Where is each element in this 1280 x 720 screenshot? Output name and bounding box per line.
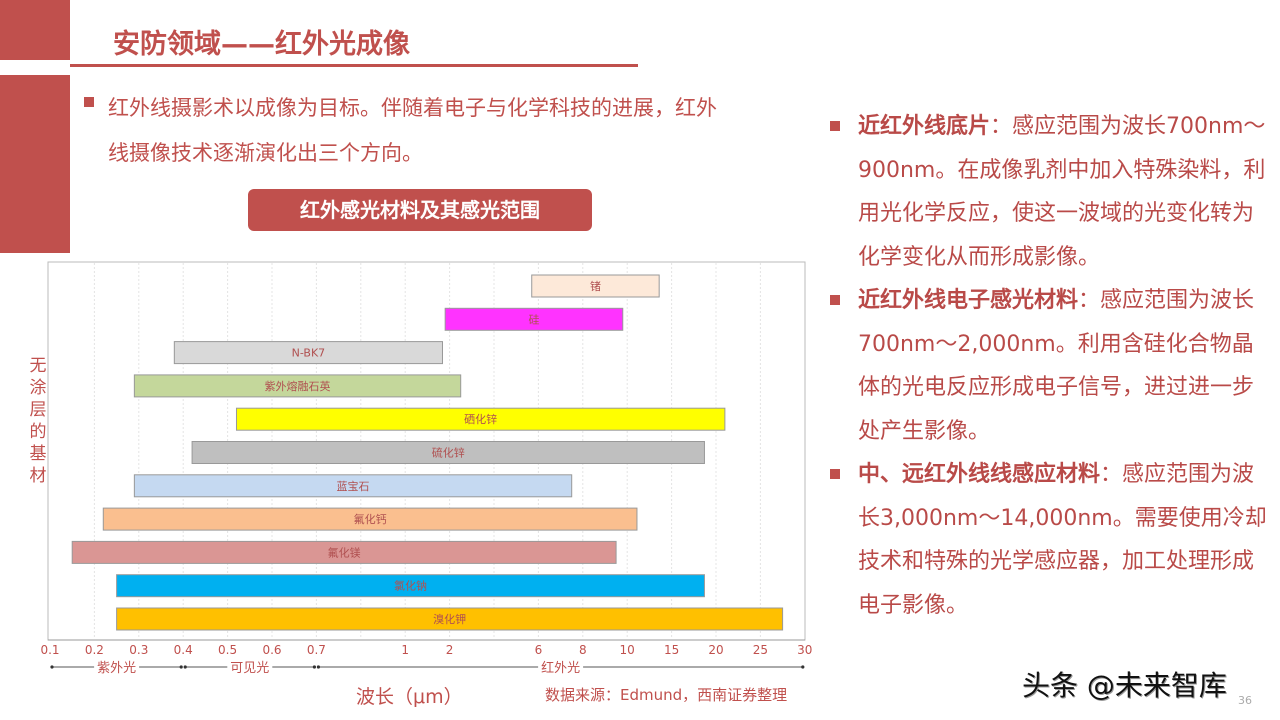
bar-label: 紫外熔融石英 xyxy=(265,379,331,393)
x-tick-label: 1 xyxy=(401,643,409,657)
arrow-head xyxy=(50,665,54,669)
list-item: 中、远红外线线感应材料：感应范围为波长3,000nm～14,000nm。需要使用… xyxy=(830,453,1270,627)
bar-label: 氯化钠 xyxy=(394,579,427,593)
item-body: ：感应范围为波长700nm～900nm。在成像乳剂中加入特殊染料，利用光化学反应… xyxy=(858,114,1266,270)
x-tick-label: 15 xyxy=(664,643,679,657)
bar-氟化钙 xyxy=(102,507,638,531)
bullet-icon xyxy=(830,295,840,305)
item-body: ：感应范围为波长700nm～2,000nm。利用含硅化合物晶体的光电反应形成电子… xyxy=(858,288,1255,444)
bar-label: 蓝宝石 xyxy=(337,479,370,493)
bar-label: 溴化钾 xyxy=(433,612,466,626)
bullet-icon xyxy=(830,121,840,131)
decor-bar-top xyxy=(0,0,70,60)
bar-氯化钠 xyxy=(116,574,705,598)
arrow-head xyxy=(316,665,320,669)
bullet-icon xyxy=(830,469,840,479)
x-tick-label: 0.2 xyxy=(85,643,104,657)
title-divider xyxy=(70,64,638,67)
item-heading: 近红外线底片 xyxy=(858,114,991,139)
chart-title-badge: 红外感光材料及其感光范围 xyxy=(248,189,592,231)
item-heading: 近红外线电子感光材料 xyxy=(858,288,1079,313)
x-tick-label: 2 xyxy=(446,643,454,657)
list-item: 近红外线底片：感应范围为波长700nm～900nm。在成像乳剂中加入特殊染料，利… xyxy=(830,105,1270,279)
page-title: 安防领域——红外光成像 xyxy=(113,29,410,60)
bar-label: 硫化锌 xyxy=(432,446,465,460)
arrow-head xyxy=(801,665,805,669)
bar-氟化镁 xyxy=(71,540,617,564)
watermark: 头条 @未来智库 xyxy=(1022,669,1227,702)
region-label: 可见光 xyxy=(230,661,269,676)
bar-硒化锌 xyxy=(235,407,726,431)
chart-source: 数据来源：Edmund，西南证券整理 xyxy=(545,686,788,704)
bar-硅 xyxy=(444,307,624,331)
x-tick-label: 8 xyxy=(579,643,587,657)
bar-N-BK7 xyxy=(173,341,443,365)
bar-锗 xyxy=(531,274,660,298)
bar-蓝宝石 xyxy=(133,474,573,498)
decor-bar-side xyxy=(0,75,70,253)
x-tick-label: 6 xyxy=(535,643,543,657)
item-body: ：感应范围为波长3,000nm～14,000nm。需要使用冷却技术和特殊的光学感… xyxy=(858,462,1267,618)
bar-紫外熔融石英 xyxy=(133,374,462,398)
bar-label: 锗 xyxy=(590,279,601,293)
list-item: 近红外线电子感光材料：感应范围为波长700nm～2,000nm。利用含硅化合物晶… xyxy=(830,279,1270,453)
bar-label: 硒化锌 xyxy=(464,412,497,426)
bar-label: 氟化镁 xyxy=(328,545,361,559)
direction-list: 近红外线底片：感应范围为波长700nm～900nm。在成像乳剂中加入特殊染料，利… xyxy=(830,105,1270,627)
chart-y-label: 无涂层的基材 xyxy=(29,356,47,486)
bar-label: N-BK7 xyxy=(292,347,326,360)
item-heading: 中、远红外线线感应材料 xyxy=(858,462,1101,487)
bar-溴化钾 xyxy=(116,607,784,631)
x-tick-label: 0.1 xyxy=(40,643,59,657)
x-tick-label: 0.6 xyxy=(262,643,281,657)
bar-label: 氟化钙 xyxy=(354,512,387,526)
intro-text: 红外线摄影术以成像为目标。伴随着电子与化学科技的进展，红外线摄像技术逐渐演化出三… xyxy=(108,96,717,165)
x-tick-label: 30 xyxy=(797,643,812,657)
x-tick-label: 0.3 xyxy=(129,643,148,657)
region-label: 红外光 xyxy=(541,660,580,676)
page-number: 36 xyxy=(1238,694,1252,707)
arrow-head xyxy=(183,665,187,669)
x-tick-label: 0.5 xyxy=(218,643,237,657)
x-tick-label: 25 xyxy=(753,643,768,657)
x-tick-label: 10 xyxy=(620,643,635,657)
arrow-head xyxy=(179,665,183,669)
region-label: 紫外光 xyxy=(97,661,136,676)
x-tick-label: 20 xyxy=(708,643,723,657)
chart-x-label: 波长（μm） xyxy=(356,686,463,708)
x-tick-label: 0.7 xyxy=(307,643,326,657)
bar-label: 硅 xyxy=(528,313,539,326)
bullet-icon xyxy=(84,97,94,107)
x-tick-label: 0.4 xyxy=(174,643,193,657)
bar-硫化锌 xyxy=(191,441,705,464)
arrow-head xyxy=(312,665,316,669)
